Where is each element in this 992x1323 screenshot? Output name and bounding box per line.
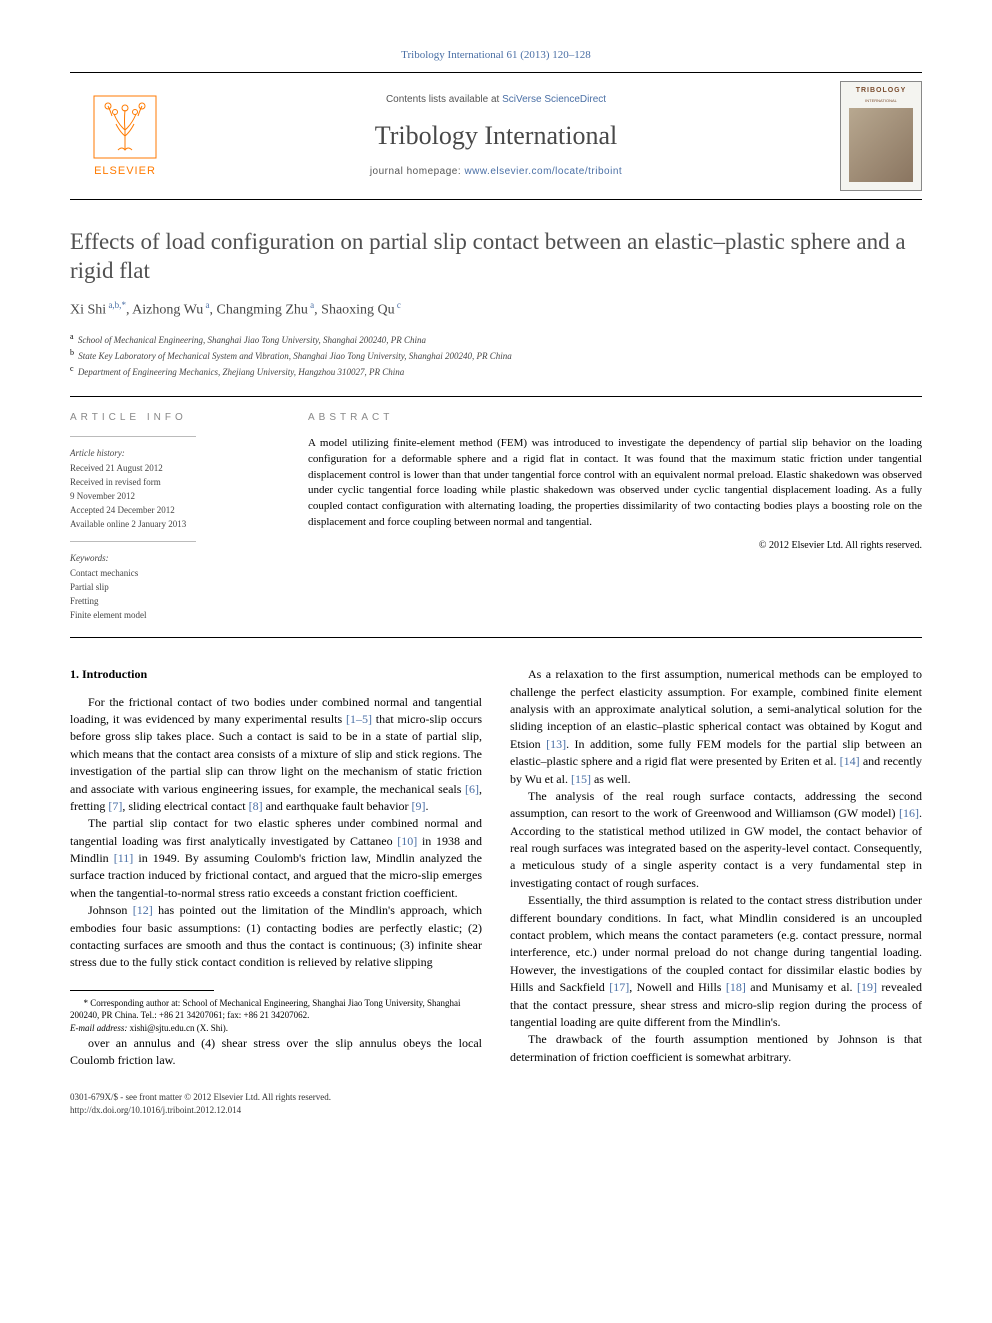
body-paragraph: Essentially, the third assumption is rel… [510,892,922,1031]
citation-link[interactable]: [1–5] [346,712,372,726]
affiliation-a: a School of Mechanical Engineering, Shan… [70,331,922,347]
citation-link[interactable]: [11] [114,851,134,865]
homepage-prefix: journal homepage: [370,166,465,177]
history-item: 9 November 2012 [70,490,280,503]
citation-link[interactable]: [8] [249,799,263,813]
citation-link[interactable]: [7] [108,799,122,813]
keyword: Contact mechanics [70,567,280,580]
author-affil-sup: a [308,300,314,310]
article-body: 1. Introduction For the frictional conta… [70,666,922,1069]
citation-link[interactable]: [9] [412,799,426,813]
elsevier-tree-icon [90,92,160,162]
cover-subtitle: INTERNATIONAL [843,98,919,104]
citation-link[interactable]: [6] [465,782,479,796]
author-list: Xi Shi a,b,*, Aizhong Wu a, Changming Zh… [70,299,922,321]
keywords-label: Keywords: [70,552,280,565]
homepage-line: journal homepage: www.elsevier.com/locat… [180,165,812,180]
citation-link[interactable]: [10] [397,834,417,848]
divider [70,541,196,542]
abstract-copyright: © 2012 Elsevier Ltd. All rights reserved… [308,539,922,554]
contents-line: Contents lists available at SciVerse Sci… [180,93,812,108]
history-item: Received in revised form [70,476,280,489]
article-title: Effects of load configuration on partial… [70,228,922,286]
article-info-heading: ARTICLE INFO [70,411,280,426]
footnote-rule [70,990,214,991]
keyword: Fretting [70,595,280,608]
masthead: ELSEVIER Contents lists available at Sci… [70,72,922,200]
citation-link[interactable]: [17] [609,980,629,994]
body-paragraph: The partial slip contact for two elastic… [70,815,482,902]
keyword: Partial slip [70,581,280,594]
history-item: Accepted 24 December 2012 [70,504,280,517]
corresponding-star-icon[interactable]: * [121,300,126,310]
affiliation-c: c Department of Engineering Mechanics, Z… [70,363,922,379]
corresponding-author-footnote: * Corresponding author at: School of Mec… [70,997,482,1035]
journal-ref-citation: 61 (2013) 120–128 [506,49,590,61]
abstract-heading: ABSTRACT [308,411,922,426]
abstract-block: ABSTRACT A model utilizing finite-elemen… [308,411,922,623]
footer-issn-line: 0301-679X/$ - see front matter © 2012 El… [70,1091,922,1104]
body-paragraph: over an annulus and (4) shear stress ove… [70,1035,482,1070]
body-paragraph: Johnson [12] has pointed out the limitat… [70,902,482,972]
divider [70,436,196,437]
citation-link[interactable]: [15] [571,772,591,786]
body-paragraph: As a relaxation to the first assumption,… [510,666,922,788]
cover-image-icon [849,108,913,182]
citation-link[interactable]: [14] [840,754,860,768]
history-item: Available online 2 January 2013 [70,518,280,531]
body-paragraph: The analysis of the real rough surface c… [510,788,922,892]
author-affil-sup: a [203,300,209,310]
citation-link[interactable]: [16] [899,806,919,820]
citation-link[interactable]: [12] [133,903,153,917]
author-affil-sup: a,b, [106,300,121,310]
body-paragraph: For the frictional contact of two bodies… [70,694,482,816]
article-info-sidebar: ARTICLE INFO Article history: Received 2… [70,411,280,623]
author-affil-sup: c [395,300,401,310]
journal-title: Tribology International [180,117,812,155]
journal-running-head: Tribology International 61 (2013) 120–12… [70,48,922,64]
journal-cover-thumbnail[interactable]: TRIBOLOGY INTERNATIONAL [840,81,922,191]
homepage-link[interactable]: www.elsevier.com/locate/triboint [464,166,622,177]
body-paragraph: The drawback of the fourth assumption me… [510,1031,922,1066]
sciencedirect-link[interactable]: SciVerse ScienceDirect [502,94,606,105]
footer-doi-link[interactable]: http://dx.doi.org/10.1016/j.triboint.201… [70,1104,922,1117]
history-item: Received 21 August 2012 [70,462,280,475]
cover-title: TRIBOLOGY [843,86,919,96]
history-label: Article history: [70,447,280,460]
citation-link[interactable]: [19] [857,980,877,994]
keyword: Finite element model [70,609,280,622]
affiliation-b: b State Key Laboratory of Mechanical Sys… [70,347,922,363]
affiliations: a School of Mechanical Engineering, Shan… [70,331,922,378]
publisher-logo[interactable]: ELSEVIER [70,92,180,180]
contents-prefix: Contents lists available at [386,94,502,105]
publisher-name: ELSEVIER [94,164,156,180]
citation-link[interactable]: [18] [726,980,746,994]
journal-ref-name[interactable]: Tribology International [401,49,504,61]
section-heading: 1. Introduction [70,666,482,683]
abstract-text: A model utilizing finite-element method … [308,436,922,532]
footnote-corr: * Corresponding author at: School of Mec… [70,997,482,1022]
page-footer-meta: 0301-679X/$ - see front matter © 2012 El… [70,1091,922,1116]
footnote-email: E-mail address: xishi@sjtu.edu.cn (X. Sh… [70,1022,482,1035]
citation-link[interactable]: [13] [546,737,566,751]
